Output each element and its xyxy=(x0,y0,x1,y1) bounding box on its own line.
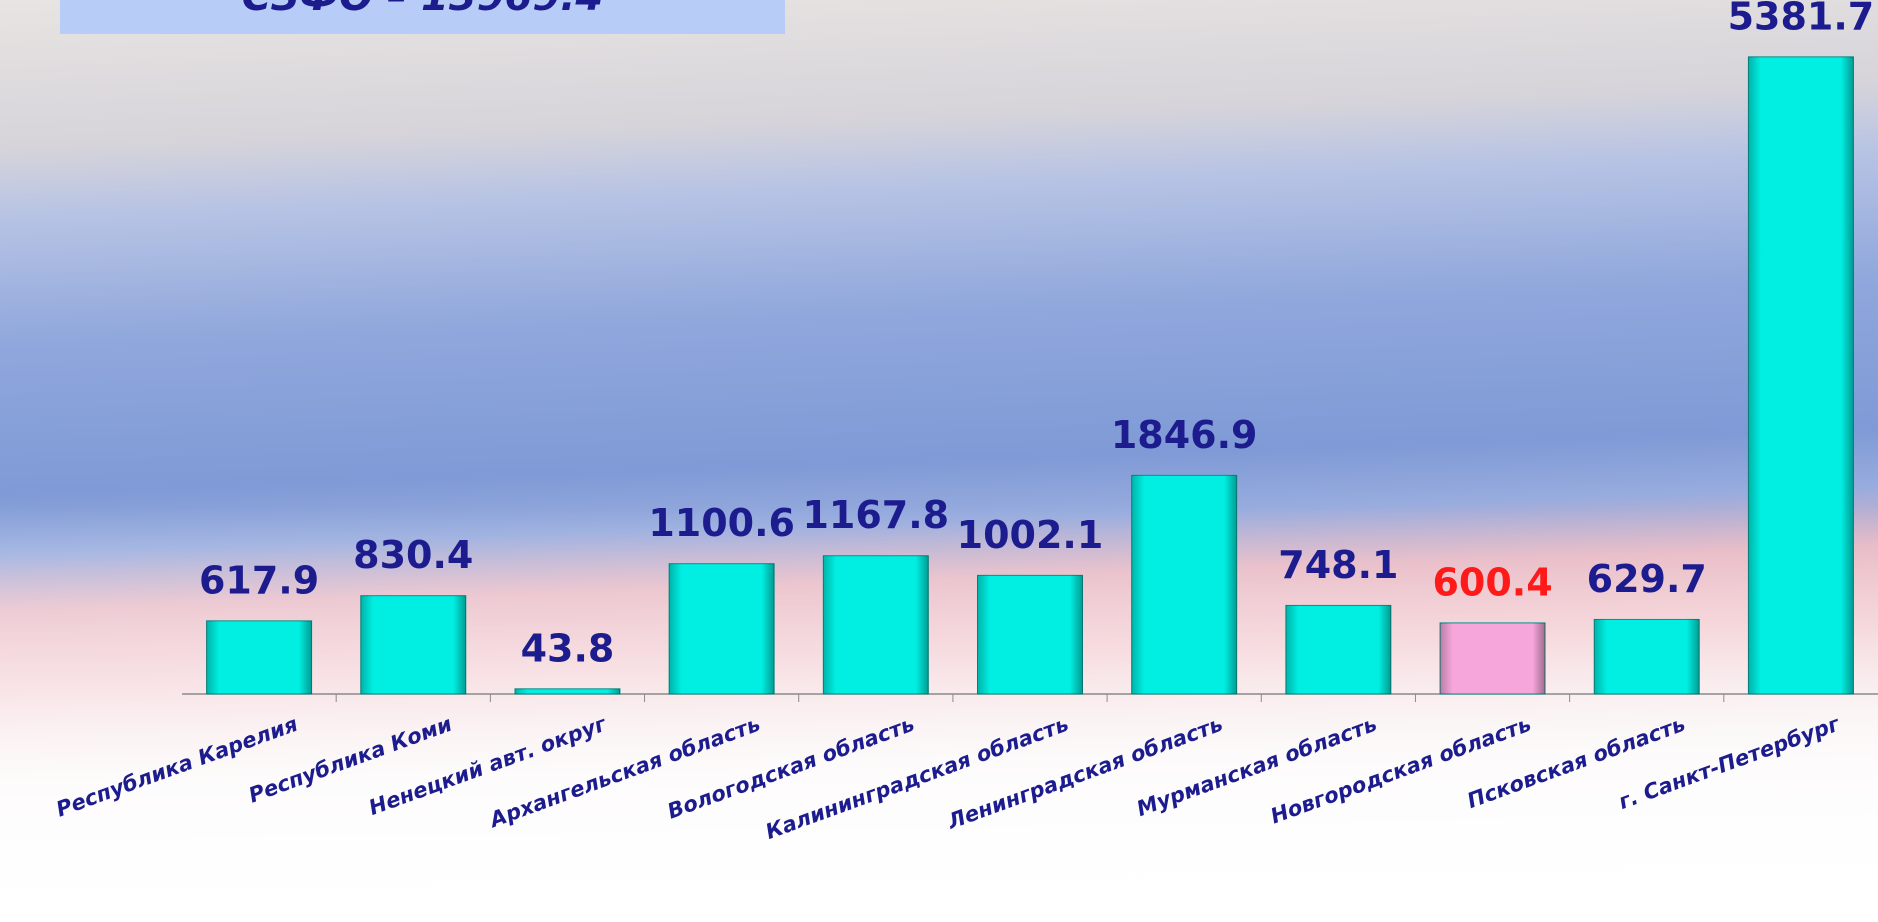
bar xyxy=(669,564,774,694)
page: СЗФО – 13969.4 Республика Карелия617.9Ре… xyxy=(0,0,1878,922)
x-tick-label: Ленинградская область xyxy=(944,712,1226,834)
bar xyxy=(978,575,1083,694)
value-label: 1167.8 xyxy=(802,493,949,537)
value-label: 629.7 xyxy=(1587,557,1707,601)
value-label: 5381.7 xyxy=(1728,0,1875,38)
x-tick-label: Новгородская область xyxy=(1267,712,1534,829)
value-label: 600.4 xyxy=(1432,560,1552,604)
value-label: 748.1 xyxy=(1278,543,1398,587)
value-label: 830.4 xyxy=(353,533,473,577)
bar xyxy=(207,621,312,694)
bar xyxy=(1748,57,1853,694)
x-tick-label: Республика Карелия xyxy=(53,712,301,822)
value-label: 1846.9 xyxy=(1111,413,1258,457)
bar xyxy=(361,596,466,694)
bar xyxy=(515,689,620,694)
bar xyxy=(1132,475,1237,694)
value-label: 1002.1 xyxy=(957,513,1104,557)
chart: Республика Карелия617.9Республика Коми83… xyxy=(0,0,1878,922)
value-label: 617.9 xyxy=(199,558,319,602)
x-tick-label: Калининградская область xyxy=(762,712,1071,844)
value-label: 1100.6 xyxy=(648,501,795,545)
x-tick-label: Вологодская область xyxy=(664,712,917,824)
bar xyxy=(1286,605,1391,694)
x-tick-label: Архангельская область xyxy=(485,712,763,833)
bar xyxy=(823,556,928,694)
value-label: 43.8 xyxy=(521,626,615,670)
bar xyxy=(1594,619,1699,694)
bar xyxy=(1440,623,1545,694)
